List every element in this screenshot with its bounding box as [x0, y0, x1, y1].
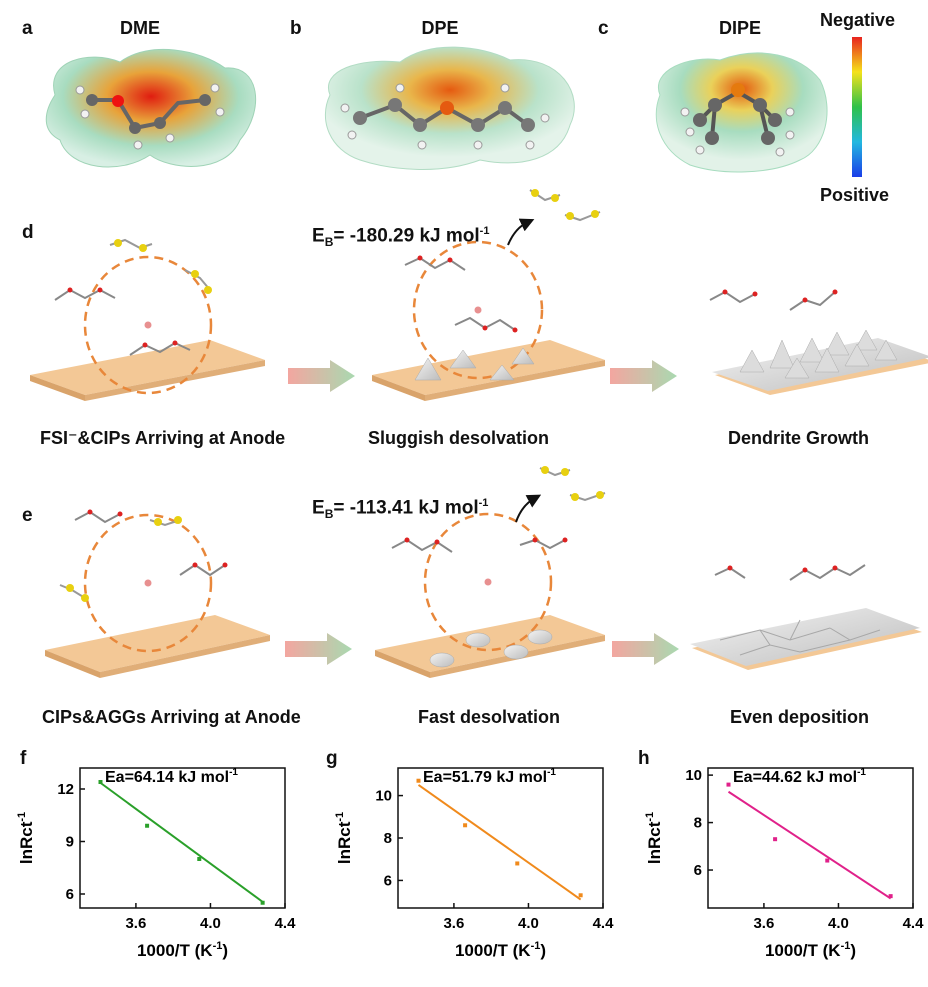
- y-tick-label: 10: [685, 767, 702, 784]
- y-tick-label: 9: [66, 834, 74, 851]
- x-tick-label: 4.4: [275, 915, 297, 932]
- panel-letter-c: c: [598, 18, 609, 39]
- scene-e2: [375, 466, 606, 678]
- fit-line: [417, 784, 582, 901]
- scene-e3: [690, 564, 922, 670]
- data-point: [98, 780, 103, 784]
- data-point: [515, 861, 520, 866]
- binding-energy-d: EB= -180.29 kJ mol-1: [312, 225, 490, 250]
- x-tick-label: 3.6: [753, 915, 774, 932]
- y-axis-label: lnRct-1: [334, 812, 354, 864]
- ea-annotation: Ea=64.14 kJ mol-1: [105, 767, 238, 786]
- caption-d3: Dendrite Growth: [728, 428, 870, 448]
- data-point: [888, 894, 893, 899]
- fit-line: [727, 790, 892, 900]
- panel-letter-e: e: [22, 505, 33, 526]
- caption-d2: Sluggish desolvation: [368, 428, 550, 448]
- y-tick-label: 6: [384, 872, 392, 889]
- x-tick-label: 3.6: [443, 915, 464, 932]
- y-tick-label: 8: [384, 830, 392, 847]
- colorscale-bar: [852, 37, 862, 177]
- esp-map-dme: [45, 49, 256, 168]
- x-tick-label: 3.6: [125, 915, 146, 932]
- data-point: [197, 857, 202, 861]
- y-tick-label: 12: [57, 781, 74, 798]
- x-tick-label: 4.0: [200, 915, 221, 932]
- panel-letter-d: d: [22, 222, 34, 243]
- panel-letter-f: f: [20, 748, 27, 769]
- arrow-e1: [285, 633, 352, 665]
- esp-map-dpe: [325, 46, 575, 170]
- panel-title-dpe: DPE: [421, 18, 459, 38]
- caption-e1: CIPs&AGGs Arriving at Anode: [42, 707, 301, 727]
- panel-title-dme: DME: [120, 18, 160, 38]
- data-point: [260, 900, 265, 905]
- arrow-e2: [612, 633, 679, 665]
- plot-frame: [397, 767, 604, 909]
- data-point: [726, 782, 731, 787]
- panel-letter-b: b: [290, 18, 302, 39]
- x-tick-label: 4.0: [518, 915, 539, 932]
- y-tick-label: 8: [694, 815, 702, 832]
- x-tick-label: 4.0: [828, 915, 849, 932]
- ea-annotation: Ea=51.79 kJ mol-1: [423, 767, 556, 786]
- caption-d1: FSI⁻&CIPs Arriving at Anode: [40, 428, 286, 448]
- x-axis-label: 1000/T (K-1): [455, 940, 546, 960]
- y-tick-label: 6: [694, 862, 702, 879]
- x-axis-label: 1000/T (K-1): [137, 940, 228, 960]
- caption-e3: Even deposition: [730, 707, 870, 727]
- ea-annotation: Ea=44.62 kJ mol-1: [733, 767, 866, 786]
- data-point: [825, 858, 830, 863]
- fit-line: [99, 782, 264, 903]
- data-point: [773, 837, 778, 842]
- scene-d2: [372, 189, 605, 401]
- chart-h: 3.6 4.0 4.4 6 8 10 Ea=44.62 kJ mol-1 1000/T (K-…: [644, 767, 924, 960]
- panel-letter-g: g: [326, 748, 338, 769]
- data-point: [578, 893, 583, 898]
- arrow-d1: [288, 360, 355, 392]
- panel-title-dipe: DIPE: [718, 18, 761, 38]
- scene-d1: [30, 238, 265, 401]
- y-axis-label: lnRct-1: [644, 812, 664, 864]
- caption-e2: Fast desolvation: [418, 707, 561, 727]
- data-point: [416, 778, 421, 783]
- chart-f: 3.6 4.0 4.4 6 9 12 Ea=64.14 kJ mol-1 1000/T (K-…: [16, 767, 296, 960]
- binding-energy-e: EB= -113.41 kJ mol-1: [312, 497, 489, 522]
- scene-e1: [45, 509, 270, 678]
- plot-frame: [79, 767, 286, 909]
- x-axis-label: 1000/T (K-1): [765, 940, 856, 960]
- arrow-d2: [610, 360, 677, 392]
- x-tick-label: 4.4: [903, 915, 925, 932]
- chart-g: 3.6 4.0 4.4 6 8 10 Ea=51.79 kJ mol-1 1000/T (K-…: [334, 767, 614, 960]
- panel-letter-a: a: [22, 18, 33, 39]
- y-axis-label: lnRct-1: [16, 812, 36, 864]
- panel-letter-h: h: [638, 748, 650, 769]
- colorscale-positive-label: Positive: [820, 185, 890, 205]
- scene-d3: [709, 289, 928, 395]
- y-tick-label: 6: [66, 886, 74, 903]
- x-tick-label: 4.4: [593, 915, 615, 932]
- data-point: [145, 823, 150, 828]
- data-point: [463, 823, 468, 828]
- esp-map-dipe: [655, 52, 828, 173]
- colorscale-negative-label: Negative: [820, 10, 896, 30]
- plot-frame: [707, 767, 914, 909]
- y-tick-label: 10: [375, 788, 392, 805]
